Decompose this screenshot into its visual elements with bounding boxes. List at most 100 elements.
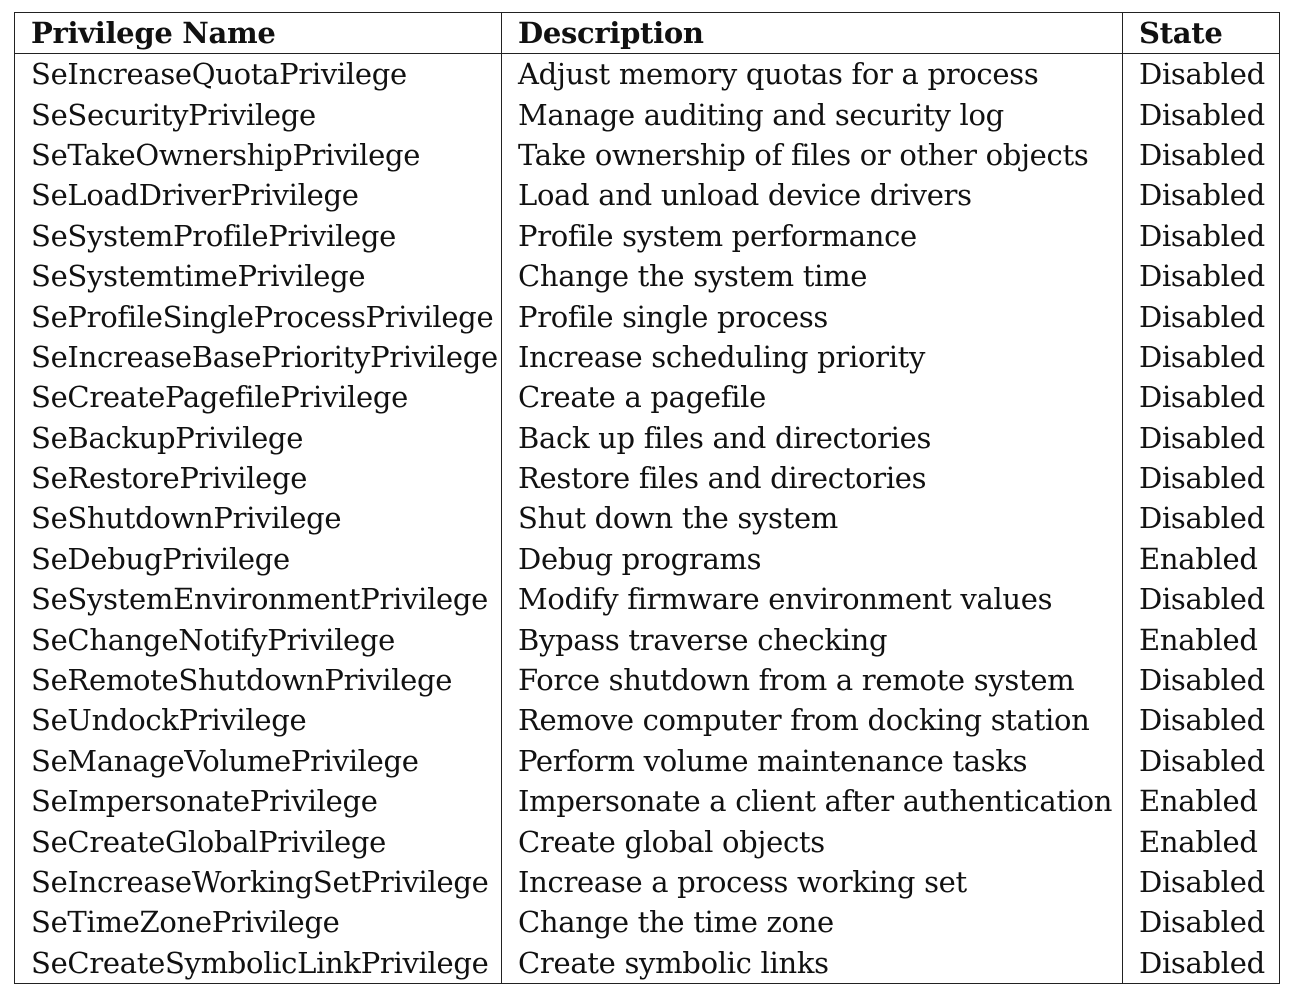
privilege-name-cell: SeRestorePrivilege — [14, 457, 502, 499]
description-cell: Change the system time — [501, 255, 1123, 297]
table-row: SeIncreaseWorkingSetPrivilege Increase a … — [14, 861, 1280, 903]
state-cell: Disabled — [1122, 94, 1280, 135]
header-row: Privilege Name Description State — [14, 12, 1280, 54]
privilege-name-cell: SeUndockPrivilege — [14, 700, 502, 741]
description-cell: Load and unload device drivers — [501, 175, 1123, 216]
state-cell: Disabled — [1122, 942, 1280, 984]
table-row: SeRestorePrivilege Restore files and dire… — [14, 457, 1280, 499]
state-cell: Disabled — [1122, 700, 1280, 741]
privilege-name-cell: SeImpersonatePrivilege — [14, 781, 502, 822]
table-row: SeImpersonatePrivilege Impersonate a clie… — [14, 781, 1280, 822]
table-body: SeIncreaseQuotaPrivilege Adjust memory qu… — [14, 53, 1280, 984]
state-cell: Disabled — [1122, 175, 1280, 216]
privilege-name-cell: SeDebugPrivilege — [14, 538, 502, 580]
privilege-name-cell: SeShutdownPrivilege — [14, 498, 502, 539]
description-cell: Manage auditing and security log — [501, 94, 1123, 135]
table-row: SeCreatePagefilePrivilege Create a pagefi… — [14, 377, 1280, 418]
table-row: SeTakeOwnershipPrivilege Take ownership o… — [14, 134, 1280, 176]
state-cell: Disabled — [1122, 579, 1280, 620]
header-state: State — [1122, 12, 1280, 54]
state-cell: Enabled — [1122, 781, 1280, 822]
privileges-table-container: Privilege Name Description State SeIncre… — [14, 12, 1280, 984]
privilege-name-cell: SeCreateSymbolicLinkPrivilege — [14, 942, 502, 984]
privilege-name-cell: SeTimeZonePrivilege — [14, 902, 502, 943]
description-cell: Perform volume maintenance tasks — [501, 740, 1123, 782]
privileges-table: Privilege Name Description State SeIncre… — [14, 12, 1280, 984]
description-cell: Adjust memory quotas for a process — [501, 53, 1123, 95]
header-description: Description — [501, 12, 1123, 54]
state-cell: Disabled — [1122, 53, 1280, 95]
table-row: SeCreateGlobalPrivilege Create global obj… — [14, 821, 1280, 862]
privilege-name-cell: SeChangeNotifyPrivilege — [14, 619, 502, 660]
state-cell: Disabled — [1122, 861, 1280, 903]
description-cell: Force shutdown from a remote system — [501, 659, 1123, 701]
table-row: SeIncreaseBasePriorityPrivilege Increase … — [14, 336, 1280, 378]
state-cell: Disabled — [1122, 336, 1280, 378]
state-cell: Disabled — [1122, 134, 1280, 176]
state-cell: Enabled — [1122, 538, 1280, 580]
description-cell: Create symbolic links — [501, 942, 1123, 984]
privilege-name-cell: SeCreatePagefilePrivilege — [14, 377, 502, 418]
description-cell: Profile system performance — [501, 215, 1123, 256]
description-cell: Shut down the system — [501, 498, 1123, 539]
state-cell: Disabled — [1122, 902, 1280, 943]
privilege-name-cell: SeBackupPrivilege — [14, 417, 502, 458]
table-row: SeSystemtimePrivilege Change the system t… — [14, 255, 1280, 297]
table-row: SeProfileSingleProcessPrivilege Profile s… — [14, 296, 1280, 337]
state-cell: Disabled — [1122, 659, 1280, 701]
privilege-name-cell: SeIncreaseWorkingSetPrivilege — [14, 861, 502, 903]
state-cell: Disabled — [1122, 215, 1280, 256]
table-header: Privilege Name Description State — [14, 12, 1280, 54]
description-cell: Take ownership of files or other objects — [501, 134, 1123, 176]
privilege-name-cell: SeCreateGlobalPrivilege — [14, 821, 502, 862]
table-row: SeBackupPrivilege Back up files and direc… — [14, 417, 1280, 458]
table-row: SeManageVolumePrivilege Perform volume ma… — [14, 740, 1280, 782]
description-cell: Increase scheduling priority — [501, 336, 1123, 378]
description-cell: Create a pagefile — [501, 377, 1123, 418]
table-row: SeShutdownPrivilege Shut down the system D… — [14, 498, 1280, 539]
state-cell: Disabled — [1122, 740, 1280, 782]
description-cell: Impersonate a client after authenticatio… — [501, 781, 1123, 822]
state-cell: Disabled — [1122, 377, 1280, 418]
table-row: SeDebugPrivilege Debug programs Enabled — [14, 538, 1280, 580]
state-cell: Disabled — [1122, 498, 1280, 539]
table-row: SeSecurityPrivilege Manage auditing and s… — [14, 94, 1280, 135]
privilege-name-cell: SeSystemEnvironmentPrivilege — [14, 579, 502, 620]
table-row: SeUndockPrivilege Remove computer from do… — [14, 700, 1280, 741]
state-cell: Enabled — [1122, 821, 1280, 862]
state-cell: Disabled — [1122, 457, 1280, 499]
table-row: SeIncreaseQuotaPrivilege Adjust memory qu… — [14, 53, 1280, 95]
description-cell: Create global objects — [501, 821, 1123, 862]
privilege-name-cell: SeRemoteShutdownPrivilege — [14, 659, 502, 701]
table-row: SeRemoteShutdownPrivilege Force shutdown … — [14, 659, 1280, 701]
description-cell: Increase a process working set — [501, 861, 1123, 903]
description-cell: Back up files and directories — [501, 417, 1123, 458]
privilege-name-cell: SeIncreaseQuotaPrivilege — [14, 53, 502, 95]
privilege-name-cell: SeIncreaseBasePriorityPrivilege — [14, 336, 502, 378]
description-cell: Restore files and directories — [501, 457, 1123, 499]
state-cell: Disabled — [1122, 417, 1280, 458]
table-row: SeChangeNotifyPrivilege Bypass traverse c… — [14, 619, 1280, 660]
description-cell: Change the time zone — [501, 902, 1123, 943]
description-cell: Modify firmware environment values — [501, 579, 1123, 620]
table-row: SeCreateSymbolicLinkPrivilege Create symb… — [14, 942, 1280, 984]
description-cell: Debug programs — [501, 538, 1123, 580]
header-privilege-name: Privilege Name — [14, 12, 502, 54]
table-row: SeTimeZonePrivilege Change the time zone D… — [14, 902, 1280, 943]
table-row: SeLoadDriverPrivilege Load and unload dev… — [14, 175, 1280, 216]
description-cell: Profile single process — [501, 296, 1123, 337]
description-cell: Remove computer from docking station — [501, 700, 1123, 741]
privilege-name-cell: SeProfileSingleProcessPrivilege — [14, 296, 502, 337]
privilege-name-cell: SeSystemProfilePrivilege — [14, 215, 502, 256]
state-cell: Disabled — [1122, 296, 1280, 337]
privilege-name-cell: SeLoadDriverPrivilege — [14, 175, 502, 216]
table-row: SeSystemEnvironmentPrivilege Modify firmw… — [14, 579, 1280, 620]
state-cell: Disabled — [1122, 255, 1280, 297]
privilege-name-cell: SeSystemtimePrivilege — [14, 255, 502, 297]
privilege-name-cell: SeManageVolumePrivilege — [14, 740, 502, 782]
table-row: SeSystemProfilePrivilege Profile system p… — [14, 215, 1280, 256]
privilege-name-cell: SeTakeOwnershipPrivilege — [14, 134, 502, 176]
privilege-name-cell: SeSecurityPrivilege — [14, 94, 502, 135]
description-cell: Bypass traverse checking — [501, 619, 1123, 660]
state-cell: Enabled — [1122, 619, 1280, 660]
